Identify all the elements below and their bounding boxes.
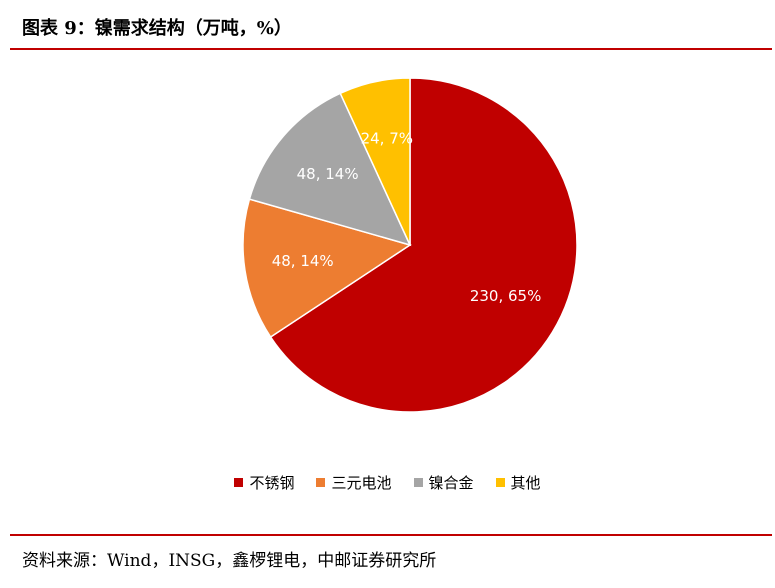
legend-swatch <box>316 478 326 487</box>
pie-data-label: 48, 14% <box>272 252 334 270</box>
legend-item: 三元电池 <box>316 472 392 493</box>
legend-label: 镍合金 <box>428 474 474 492</box>
legend-item: 不锈钢 <box>234 472 294 493</box>
pie-data-label: 48, 14% <box>297 165 359 183</box>
pie-slice <box>248 92 412 247</box>
legend-label: 其他 <box>510 474 541 492</box>
pie-slice <box>269 77 578 413</box>
legend-item: 镍合金 <box>413 472 474 493</box>
legend-item: 其他 <box>495 472 541 493</box>
legend-label: 不锈钢 <box>249 474 295 492</box>
pie-data-label: 230, 65% <box>470 287 542 305</box>
pie-slice <box>339 77 411 246</box>
pie-chart: 230, 65%48, 14%48, 14%24, 7% <box>242 77 578 413</box>
title-divider <box>10 48 772 50</box>
pie-data-labels: 230, 65%48, 14%48, 14%24, 7% <box>272 129 542 304</box>
source-divider <box>10 534 772 536</box>
legend-label: 三元电池 <box>331 474 392 492</box>
legend-swatch <box>413 478 423 487</box>
chart-legend: 不锈钢 三元电池 镍合金 其他 <box>0 472 775 493</box>
source-note: 资料来源：Wind，INSG，鑫椤锂电，中邮证券研究所 <box>22 551 437 571</box>
legend-swatch <box>495 478 505 487</box>
pie-data-label: 24, 7% <box>361 129 413 147</box>
chart-title: 图表 9：镍需求结构（万吨，%） <box>22 18 292 39</box>
pie-slices <box>242 77 578 413</box>
legend-swatch <box>234 478 244 487</box>
